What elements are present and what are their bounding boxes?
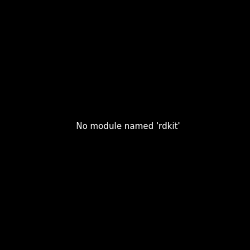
Text: No module named 'rdkit': No module named 'rdkit' [76,122,180,131]
